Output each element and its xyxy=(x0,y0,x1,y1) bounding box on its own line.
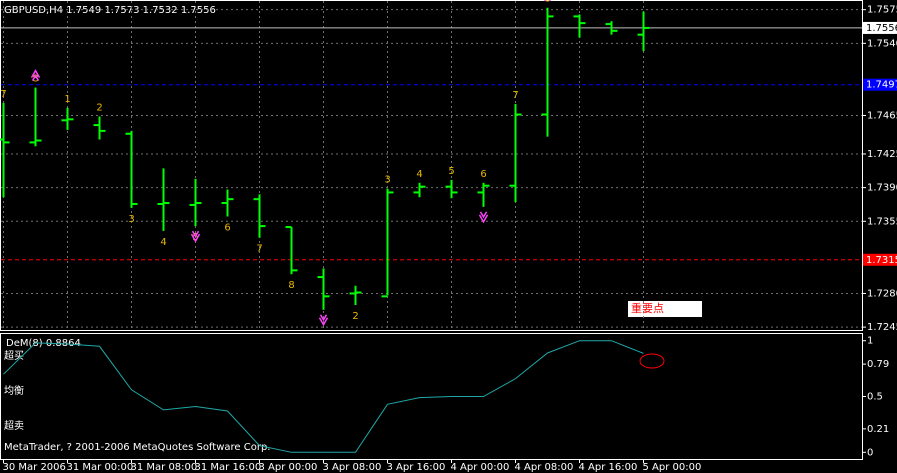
x-tick-label: 5 Apr 00:00 xyxy=(643,462,702,473)
y-tick-label: 1.7425 xyxy=(867,149,897,160)
count-label: 8 xyxy=(544,0,550,5)
signal-arrow xyxy=(318,314,329,327)
symbol: GBPUSD,H4 xyxy=(4,5,63,16)
y-tick-label: 1.7245 xyxy=(867,322,897,333)
count-label: 7 xyxy=(0,89,6,100)
y-tick-label: 0.21 xyxy=(867,424,889,435)
count-label: 4 xyxy=(160,237,166,248)
y-tick-label: 1.7390 xyxy=(867,183,897,194)
count-label: 4 xyxy=(416,169,422,180)
level-label: 1.7315 xyxy=(866,255,897,266)
indicator-name: DeM(8) xyxy=(6,338,43,349)
last-open: 1.7549 xyxy=(66,5,101,16)
count-label: 2 xyxy=(96,102,102,113)
count-label: 2 xyxy=(352,311,358,322)
x-tick-label: 3 Apr 08:00 xyxy=(323,462,382,473)
level-label-box xyxy=(863,21,897,34)
y-tick-label: 1.7355 xyxy=(867,216,897,227)
level-label-box xyxy=(863,253,897,266)
count-label: 8 xyxy=(32,74,38,85)
last-high: 1.7573 xyxy=(104,5,139,16)
count-label: 3 xyxy=(384,175,390,186)
count-label: 1 xyxy=(64,94,70,105)
annotation: 重要点 xyxy=(631,301,664,315)
count-label: 6 xyxy=(480,169,486,180)
last-low: 1.7532 xyxy=(143,5,178,16)
signal-arrow xyxy=(190,230,201,243)
count-label: 7 xyxy=(256,244,262,255)
zone-label: 均衡 xyxy=(4,385,24,397)
annotation-box xyxy=(628,301,702,317)
signal-arrow xyxy=(30,69,41,81)
x-tick-label: 31 Mar 00:00 xyxy=(67,462,134,473)
x-tick-label: 31 Mar 08:00 xyxy=(131,462,198,473)
zone-label: 超卖 xyxy=(4,419,24,432)
x-tick-label: 31 Mar 16:00 xyxy=(195,462,262,473)
x-tick-label: 3 Apr 00:00 xyxy=(259,462,318,473)
chart-title: GBPUSD,H4 1.7549 1.7573 1.7532 1.7556 xyxy=(4,5,216,16)
dem-line xyxy=(3,340,644,453)
y-tick-label: 1.7465 xyxy=(867,110,897,121)
y-tick-label: 1 xyxy=(867,336,873,347)
level-label-box xyxy=(863,78,897,91)
highlight-ellipse xyxy=(639,353,665,369)
last-close: 1.7556 xyxy=(181,5,216,16)
count-label: 3 xyxy=(128,214,134,225)
x-tick-label: 3 Apr 16:00 xyxy=(387,462,446,473)
main-frame xyxy=(0,0,863,331)
y-tick-label: 0.79 xyxy=(867,359,889,370)
x-tick-label: 4 Apr 08:00 xyxy=(515,462,574,473)
level-label: 1.7556 xyxy=(866,23,897,34)
y-tick-label: 0.5 xyxy=(867,392,883,403)
count-label: 5 xyxy=(448,166,454,177)
level-label: 1.7497 xyxy=(866,80,897,91)
zone-label: 超买 xyxy=(4,349,24,362)
y-tick-label: 1.7575 xyxy=(867,5,897,16)
x-tick-label: 4 Apr 16:00 xyxy=(579,462,638,473)
y-tick-label: 1.7540 xyxy=(867,38,897,49)
copyright: MetaTrader, ? 2001-2006 MetaQuotes Softw… xyxy=(4,442,270,453)
count-label: 7 xyxy=(512,90,518,101)
signal-arrow xyxy=(478,211,489,224)
count-label: 5 xyxy=(192,232,198,243)
y-tick-label: 0 xyxy=(867,447,873,458)
y-tick-label: 1.7280 xyxy=(867,288,897,299)
count-label: 8 xyxy=(288,280,294,291)
x-tick-label: 30 Mar 2006 xyxy=(3,462,66,473)
count-label: 6 xyxy=(224,222,230,233)
x-tick-label: 4 Apr 00:00 xyxy=(451,462,510,473)
